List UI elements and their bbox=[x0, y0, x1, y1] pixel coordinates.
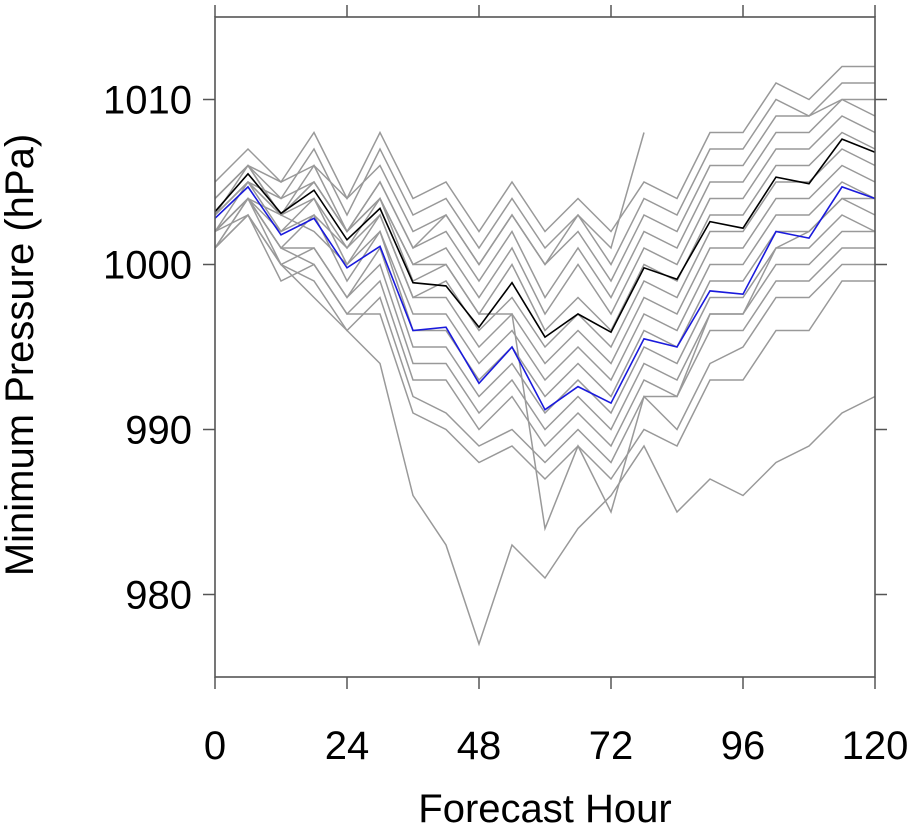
y-tick-label-1000: 1000 bbox=[103, 244, 192, 288]
ensemble-member-line-6 bbox=[214, 131, 876, 332]
ensemble-member-line-12 bbox=[214, 197, 875, 431]
ensemble-member-line-7 bbox=[214, 148, 876, 349]
x-tick-label-120: 120 bbox=[842, 724, 909, 768]
ensemble-member-line-1 bbox=[214, 65, 875, 233]
highlighted-lines bbox=[214, 138, 876, 411]
ensemble-member-line-17 bbox=[214, 132, 645, 266]
ensemble-member-lines bbox=[214, 65, 876, 647]
y-tick-label-990: 990 bbox=[125, 409, 192, 453]
x-tick-label-48: 48 bbox=[457, 724, 502, 768]
x-tick-labels: 0 24 48 72 96 120 bbox=[204, 724, 909, 768]
x-axis-title: Forecast Hour bbox=[418, 787, 671, 827]
control-run-line bbox=[214, 185, 876, 411]
y-tick-labels: 980 990 1000 1010 bbox=[103, 79, 192, 618]
x-tick-label-96: 96 bbox=[721, 724, 766, 768]
axis-ticks bbox=[203, 5, 887, 689]
ensemble-member-line-15 bbox=[214, 197, 875, 481]
ensemble-member-line-2 bbox=[214, 82, 875, 266]
y-tick-label-980: 980 bbox=[125, 574, 192, 618]
x-tick-label-72: 72 bbox=[589, 724, 634, 768]
x-tick-label-0: 0 bbox=[204, 724, 226, 768]
ensemble-member-line-8 bbox=[214, 164, 876, 365]
y-axis-title: Minimum Pressure (hPa) bbox=[0, 134, 42, 576]
x-tick-label-24: 24 bbox=[325, 724, 370, 768]
ensemble-mean-line bbox=[214, 138, 876, 339]
ensemble-member-line-18 bbox=[214, 180, 875, 532]
ensemble-member-line-16 bbox=[214, 197, 876, 647]
plot-frame bbox=[214, 16, 876, 678]
y-tick-label-1010: 1010 bbox=[103, 79, 192, 123]
ensemble-member-line-9 bbox=[214, 181, 876, 382]
ensemble-member-line-10 bbox=[214, 197, 876, 398]
ensemble-member-line-14 bbox=[214, 214, 875, 464]
